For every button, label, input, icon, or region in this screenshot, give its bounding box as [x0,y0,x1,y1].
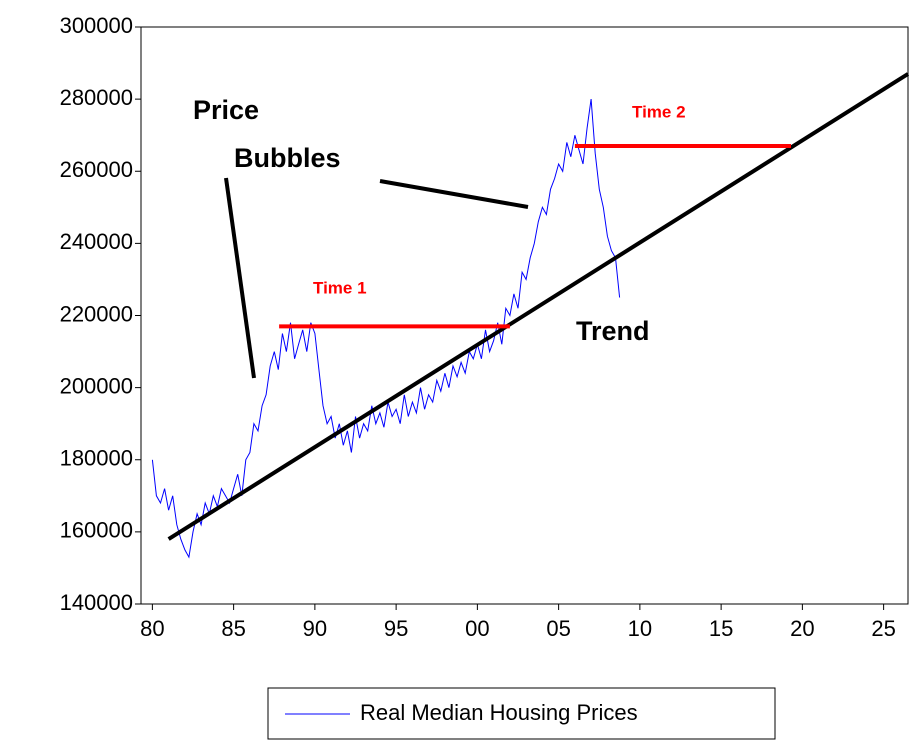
x-tick-label: 20 [790,616,814,641]
x-tick-label: 95 [384,616,408,641]
legend-box [267,687,776,740]
x-tick-label: 05 [546,616,570,641]
x-tick-label: 80 [140,616,164,641]
y-tick-label: 220000 [60,301,133,326]
annotation: Trend [576,316,650,346]
annotation: Time 1 [313,278,367,297]
x-tick-label: 00 [465,616,489,641]
y-tick-label: 200000 [60,373,133,398]
y-tick-label: 280000 [60,85,133,110]
y-tick-label: 300000 [60,13,133,38]
x-tick-label: 25 [871,616,895,641]
x-tick-label: 90 [303,616,327,641]
y-tick-label: 260000 [60,157,133,182]
y-tick-label: 160000 [60,518,133,543]
x-tick-label: 85 [221,616,245,641]
trend-line [167,72,910,541]
y-tick-label: 240000 [60,229,133,254]
y-tick-label: 140000 [60,590,133,615]
arrow-line [224,177,256,379]
annotation: Bubbles [234,143,341,173]
legend-label: Real Median Housing Prices [360,700,638,725]
arrow-line [379,179,529,209]
x-tick-label: 15 [709,616,733,641]
annotation: Price [193,95,259,125]
y-tick-label: 180000 [60,446,133,471]
x-tick-label: 10 [628,616,652,641]
annotation: Time 2 [632,102,686,121]
